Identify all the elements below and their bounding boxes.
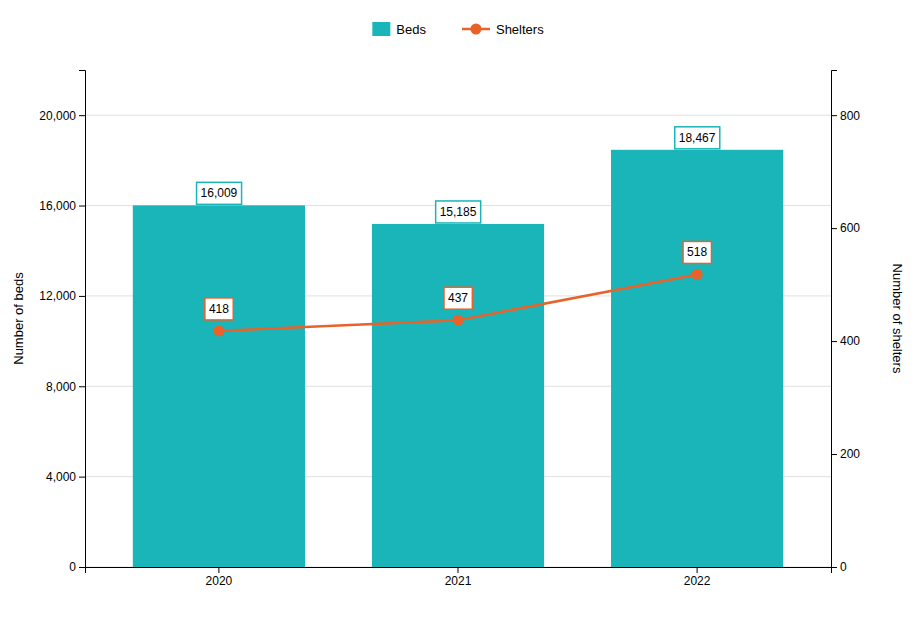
marker bbox=[213, 325, 224, 336]
tick: 200 bbox=[831, 447, 860, 461]
data-label-text: 518 bbox=[687, 245, 707, 259]
tick-mark bbox=[79, 206, 85, 207]
tick-mark bbox=[831, 341, 837, 342]
data-label-text: 18,467 bbox=[679, 131, 716, 145]
legend-item: Shelters bbox=[462, 22, 544, 37]
data-label-text: 437 bbox=[448, 291, 468, 305]
tick-label: 2021 bbox=[445, 574, 472, 588]
y2-axis: 0 200 400 600 800 bbox=[831, 71, 860, 575]
label-box bbox=[197, 182, 242, 204]
label-box bbox=[436, 201, 481, 223]
grid-line bbox=[85, 115, 831, 116]
axis-title: Number of beds bbox=[11, 272, 26, 365]
marker bbox=[453, 315, 464, 326]
tick-label: 600 bbox=[840, 221, 860, 235]
label-box bbox=[675, 127, 720, 149]
bar bbox=[133, 205, 305, 567]
legend-marker bbox=[470, 24, 481, 35]
plot: 2020 2021 2022 0 4,000 8,000 12,000 16,000 20,00… bbox=[11, 71, 905, 588]
tick-label: 400 bbox=[840, 334, 860, 348]
tick: 16,000 bbox=[39, 199, 85, 213]
marker bbox=[692, 269, 703, 280]
tick-label: 0 bbox=[69, 560, 76, 574]
tick-label: 4,000 bbox=[46, 470, 76, 484]
tick-mark bbox=[831, 228, 837, 229]
tick-mark bbox=[79, 567, 85, 568]
tick-mark bbox=[831, 454, 837, 455]
data-label-text: 418 bbox=[209, 302, 229, 316]
legend-item: Beds bbox=[372, 22, 426, 37]
data-label-text: 16,009 bbox=[201, 186, 238, 200]
axis-title: Number of shelters bbox=[890, 264, 905, 374]
line bbox=[219, 274, 697, 330]
tick-mark bbox=[458, 567, 459, 573]
tick-label: 0 bbox=[840, 560, 847, 574]
data-labels: 16,009 15,185 18,467 418 437 518 bbox=[197, 127, 720, 320]
tick-label: 800 bbox=[840, 109, 860, 123]
tick: 800 bbox=[831, 109, 860, 123]
tick: 4,000 bbox=[46, 470, 85, 484]
label-box bbox=[444, 287, 472, 309]
legend-label: Beds bbox=[396, 22, 426, 37]
data-label-text: 15,185 bbox=[440, 205, 477, 219]
tick: 400 bbox=[831, 334, 860, 348]
tick: 2022 bbox=[684, 567, 711, 588]
axis-line bbox=[86, 568, 832, 574]
tick-label: 16,000 bbox=[39, 199, 76, 213]
axis-line bbox=[79, 71, 86, 568]
tick-mark bbox=[79, 296, 85, 297]
tick: 2020 bbox=[206, 567, 233, 588]
tick: 0 bbox=[831, 560, 847, 574]
axis-line bbox=[832, 71, 838, 568]
tick: 2021 bbox=[445, 567, 472, 588]
y-axis: 0 4,000 8,000 12,000 16,000 20,000 bbox=[39, 71, 85, 575]
tick-mark bbox=[79, 386, 85, 387]
tick-mark bbox=[831, 115, 837, 116]
tick-label: 200 bbox=[840, 447, 860, 461]
tick: 12,000 bbox=[39, 289, 85, 303]
bar bbox=[611, 150, 783, 567]
tick-label: 2022 bbox=[684, 574, 711, 588]
data-label: 16,009 bbox=[197, 182, 242, 204]
legend-swatch bbox=[372, 22, 390, 36]
tick-label: 12,000 bbox=[39, 289, 76, 303]
x-axis: 2020 2021 2022 bbox=[86, 567, 832, 588]
tick: 600 bbox=[831, 221, 860, 235]
data-label: 18,467 bbox=[675, 127, 720, 149]
tick: 20,000 bbox=[39, 109, 85, 123]
tick-label: 2020 bbox=[206, 574, 233, 588]
data-label: 418 bbox=[205, 298, 233, 320]
tick-mark bbox=[831, 567, 837, 568]
legend-label: Shelters bbox=[496, 22, 544, 37]
data-label: 437 bbox=[444, 287, 472, 309]
tick: 0 bbox=[69, 560, 85, 574]
tick: 8,000 bbox=[46, 380, 85, 394]
data-label: 15,185 bbox=[436, 201, 481, 223]
grid bbox=[85, 115, 831, 567]
label-box bbox=[683, 241, 711, 263]
marks bbox=[133, 150, 783, 567]
tick-label: 8,000 bbox=[46, 380, 76, 394]
chart: 2020 2021 2022 0 4,000 8,000 12,000 16,000 20,00… bbox=[0, 0, 916, 617]
label-box bbox=[205, 298, 233, 320]
legend: Beds Shelters bbox=[372, 22, 544, 37]
tick-mark bbox=[697, 567, 698, 573]
tick-mark bbox=[79, 115, 85, 116]
tick-mark bbox=[79, 477, 85, 478]
tick-mark bbox=[218, 567, 219, 573]
data-label: 518 bbox=[683, 241, 711, 263]
tick-label: 20,000 bbox=[39, 109, 76, 123]
bar bbox=[372, 224, 544, 567]
